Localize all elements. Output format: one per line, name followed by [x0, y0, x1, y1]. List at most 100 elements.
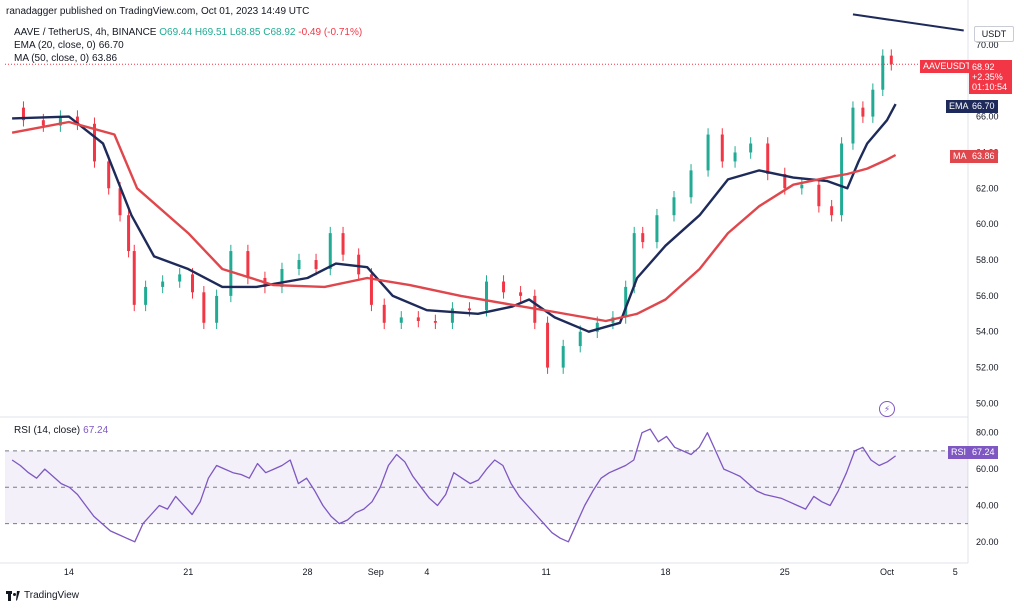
candle-body — [229, 251, 233, 296]
ema-legend-value: 66.70 — [98, 40, 124, 51]
rsi-tick-label: 60.00 — [976, 464, 999, 474]
candle-body — [641, 233, 645, 243]
candle-body — [58, 116, 62, 126]
price-tick-label: 56.00 — [976, 291, 999, 301]
candle-body — [817, 184, 821, 207]
ema-price-tag: 66.70 — [969, 100, 998, 113]
candle-body — [766, 143, 770, 174]
candle-body — [689, 170, 693, 198]
rsi-series-line — [11, 428, 896, 543]
price-axis[interactable]: 50.0052.0054.0056.0058.0060.0062.0064.00… — [976, 40, 999, 409]
price-tick-label: 54.00 — [976, 327, 999, 337]
candle-body — [144, 286, 148, 305]
tradingview-logo: TradingView — [6, 590, 79, 601]
ema-legend[interactable]: EMA (20, close, 0) 66.70 — [14, 40, 124, 51]
candle-body — [861, 107, 865, 117]
candle-body — [202, 292, 206, 323]
ma-legend-label: MA (50, close, 0) — [14, 53, 90, 64]
candle-body — [830, 206, 834, 216]
change-percent: +2.35% — [972, 72, 1003, 82]
candle-body — [672, 197, 676, 216]
candle-body — [800, 184, 804, 189]
price-tick-label: 58.00 — [976, 255, 999, 265]
ma-price-tag: 63.86 — [969, 150, 998, 163]
candle-body — [118, 188, 122, 216]
currency-unit-button[interactable]: USDT — [974, 26, 1014, 42]
rsi-band — [5, 450, 968, 525]
candle-body — [561, 346, 565, 368]
price-tick-label: 70.00 — [976, 40, 999, 50]
candles — [21, 49, 893, 374]
time-axis[interactable]: 14 21 28 Sep 4 11 18 25 Oct 5 — [64, 567, 958, 577]
time-tick-label: 28 — [303, 567, 313, 577]
candle-body — [467, 308, 471, 311]
candle-body — [502, 281, 506, 293]
candle-body — [889, 55, 893, 65]
change-value: -0.49 (-0.71%) — [298, 27, 363, 38]
ema-line — [12, 103, 897, 333]
candle-body — [733, 152, 737, 162]
ema-legend-label: EMA (20, close, 0) — [14, 40, 96, 51]
rsi-line — [11, 428, 896, 543]
time-tick-label: 4 — [424, 567, 429, 577]
candle-body — [578, 331, 582, 347]
time-tick-label: 11 — [541, 567, 550, 577]
rsi-legend[interactable]: RSI (14, close) 67.24 — [14, 425, 108, 436]
price-tick-label: 52.00 — [976, 363, 999, 373]
candle-body — [21, 107, 25, 121]
ma-legend-value: 63.86 — [92, 53, 118, 64]
rsi-tick-label: 20.00 — [976, 537, 999, 547]
candle-body — [328, 233, 332, 269]
tradingview-logo-text: TradingView — [24, 590, 80, 601]
candle-body — [127, 215, 131, 252]
time-tick-label: 21 — [183, 567, 193, 577]
candle-body — [314, 260, 318, 269]
candle-body — [92, 123, 96, 162]
candle-body — [341, 233, 345, 255]
candle-body — [399, 317, 403, 323]
time-tick-label: 5 — [953, 567, 958, 577]
candle-body — [450, 308, 454, 323]
rsi-tick-label: 80.00 — [976, 428, 999, 438]
rsi-legend-label: RSI (14, close) — [14, 425, 81, 436]
candle-body — [357, 254, 361, 275]
candle-body — [519, 292, 523, 296]
time-tick-label: 18 — [660, 567, 670, 577]
candle-body — [840, 143, 844, 216]
last-price: 68.92 — [972, 62, 995, 72]
candle-body — [107, 161, 111, 189]
ma-name-tag: MA — [950, 150, 970, 163]
lightning-icon[interactable]: ⚡ — [879, 401, 895, 417]
last-price-tag: 68.92 +2.35% 01:10:54 — [969, 60, 1012, 94]
candle-body — [655, 215, 659, 243]
overlays — [11, 13, 964, 333]
candle-body — [190, 274, 194, 293]
candle-body — [546, 322, 550, 368]
candle-body — [624, 286, 628, 318]
rsi-axis[interactable]: 20.00 40.00 60.00 80.00 — [976, 428, 999, 547]
candle-body — [720, 134, 724, 162]
ma-legend[interactable]: MA (50, close, 0) 63.86 — [14, 53, 117, 64]
candle-body — [485, 281, 488, 311]
bar-countdown: 01:10:54 — [972, 82, 1008, 92]
candle-body — [783, 173, 787, 189]
candle-body — [280, 268, 284, 287]
candle-body — [595, 322, 599, 332]
candle-body — [75, 116, 79, 124]
grid — [0, 0, 969, 564]
symbol-title[interactable]: AAVE / TetherUS, 4h, BINANCE — [14, 27, 157, 38]
symbol-tag: AAVEUSDT — [920, 60, 974, 73]
candle-body — [749, 143, 753, 153]
rsi-legend-value: 67.24 — [83, 425, 109, 436]
candle-body — [161, 281, 165, 287]
time-tick-label: Oct — [880, 567, 895, 577]
candle-body — [706, 134, 710, 171]
candle-body — [433, 320, 437, 323]
rsi-price-tag: 67.24 — [969, 446, 998, 459]
candle-body — [369, 274, 373, 305]
price-tick-label: 60.00 — [976, 219, 999, 229]
candle-body — [178, 274, 182, 282]
candle-body — [41, 120, 45, 126]
candle-body — [132, 251, 136, 305]
